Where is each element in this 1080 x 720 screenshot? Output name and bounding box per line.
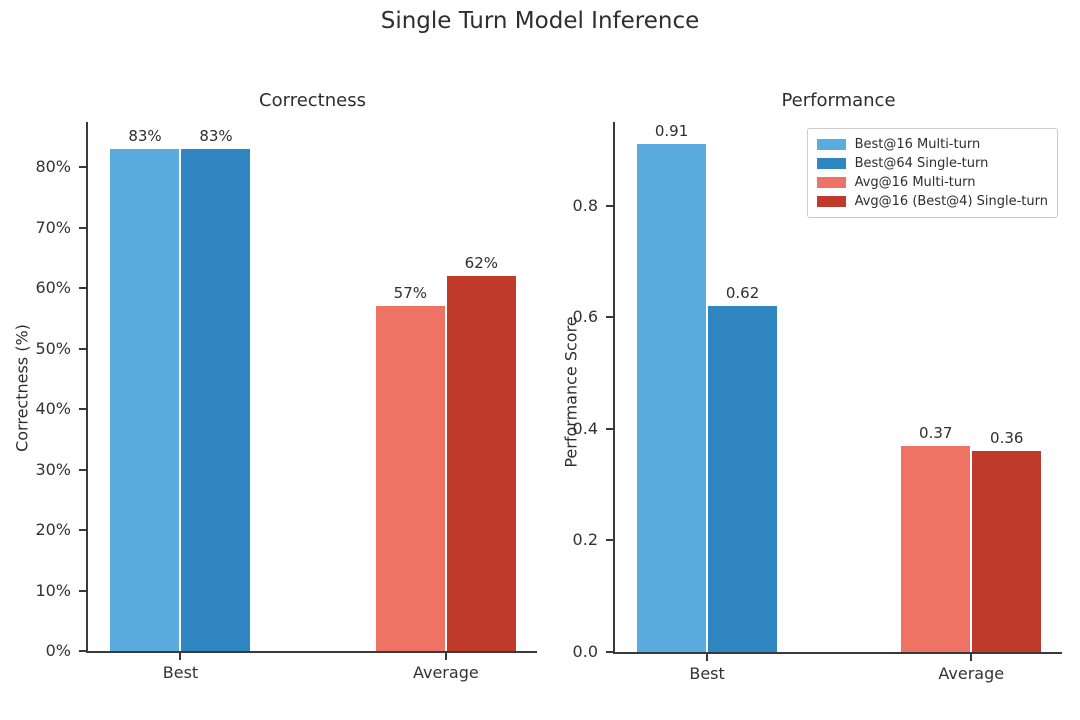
y-tick-mark xyxy=(606,427,613,430)
bar-best-1 xyxy=(708,306,778,652)
y-tick-label: 0.0 xyxy=(572,642,598,661)
bar-best-0 xyxy=(110,149,180,651)
y-tick-mark xyxy=(79,226,86,229)
legend: Best@16 Multi-turn Best@64 Single-turn Avg… xyxy=(806,128,1058,218)
y-tick-label: 50% xyxy=(35,338,71,358)
y-tick-label: 60% xyxy=(35,278,71,298)
bar-value-label: 0.91 xyxy=(654,122,689,141)
y-tick-mark xyxy=(79,347,86,350)
bar-value-label: 0.62 xyxy=(725,284,760,303)
y-tick-mark xyxy=(606,316,613,319)
legend-label: Avg@16 Multi-turn xyxy=(854,175,976,190)
correctness-chart: Correctness 0% 10% 20% 30% 40% 50% 60% 70% 80% 83… xyxy=(35,90,537,682)
bar-value-label: 0.37 xyxy=(919,423,953,442)
y-axis-spine xyxy=(86,122,88,653)
y-tick-mark xyxy=(606,539,613,542)
x-tick-mark xyxy=(179,653,182,660)
y-tick-label: 30% xyxy=(35,459,71,479)
y-tick-mark xyxy=(79,166,86,169)
y-tick-mark xyxy=(79,650,86,652)
x-axis-spine xyxy=(613,652,1062,654)
performance-chart-title: Performance xyxy=(781,90,896,111)
y-tick-label: 0.4 xyxy=(572,418,598,438)
bar-best-0 xyxy=(637,144,707,652)
y-tick-label: 40% xyxy=(35,399,71,419)
legend-item: Avg@16 Multi-turn xyxy=(816,173,1048,192)
x-tick-label: Best xyxy=(689,664,725,683)
legend-swatch xyxy=(816,158,846,169)
x-tick-label: Average xyxy=(412,663,479,682)
y-tick-mark xyxy=(79,287,86,290)
bar-value-label: 83% xyxy=(199,127,233,146)
bar-value-label: 0.36 xyxy=(990,429,1024,448)
x-tick-mark xyxy=(444,653,447,660)
bar-value-label: 83% xyxy=(128,127,162,146)
bar-average-0 xyxy=(375,306,445,651)
y-tick-label: 0.8 xyxy=(572,195,598,215)
y-tick-mark xyxy=(79,529,86,532)
x-tick-mark xyxy=(706,654,709,661)
legend-swatch xyxy=(816,139,846,150)
y-tick-label: 0% xyxy=(45,641,71,660)
y-tick-label: 0.6 xyxy=(572,307,598,327)
y-tick-mark xyxy=(606,204,613,207)
legend-label: Avg@16 (Best@4) Single-turn xyxy=(854,194,1048,209)
bar-value-label: 57% xyxy=(393,284,428,303)
y-tick-label: 10% xyxy=(35,580,71,600)
y-tick-label: 80% xyxy=(35,157,71,177)
bar-average-1 xyxy=(972,451,1042,652)
x-tick-label: Best xyxy=(162,663,199,682)
y-tick-mark xyxy=(79,408,86,411)
y-tick-mark xyxy=(79,589,86,592)
y-tick-mark xyxy=(79,468,86,471)
y-tick-label: 0.2 xyxy=(572,530,598,550)
bar-value-label: 62% xyxy=(464,254,499,273)
performance-y-axis-label: Performance Score xyxy=(561,316,581,468)
legend-label: Best@64 Single-turn xyxy=(854,156,989,171)
bar-average-1 xyxy=(446,276,516,651)
x-tick-label: Average xyxy=(938,664,1005,683)
figure-title: Single Turn Model Inference xyxy=(380,8,700,34)
x-axis-spine xyxy=(86,651,537,653)
x-tick-mark xyxy=(970,654,973,661)
legend-item: Best@64 Single-turn xyxy=(816,154,1048,173)
y-tick-label: 70% xyxy=(35,217,71,237)
legend-item: Avg@16 (Best@4) Single-turn xyxy=(816,192,1048,211)
legend-swatch xyxy=(816,177,846,188)
legend-item: Best@16 Multi-turn xyxy=(816,135,1048,154)
legend-label: Best@16 Multi-turn xyxy=(854,137,981,152)
y-tick-label: 20% xyxy=(35,520,71,540)
correctness-chart-title: Correctness xyxy=(259,90,366,111)
bar-average-0 xyxy=(901,445,971,652)
y-tick-mark xyxy=(606,651,613,653)
y-axis-spine xyxy=(613,122,615,654)
performance-chart: Performance 0.0 0.2 0.4 0.6 0.8 0.91 0.62 Best 0… xyxy=(573,90,1062,683)
correctness-y-axis-label: Correctness (%) xyxy=(12,324,32,452)
bar-best-1 xyxy=(181,149,251,651)
legend-swatch xyxy=(816,196,846,207)
